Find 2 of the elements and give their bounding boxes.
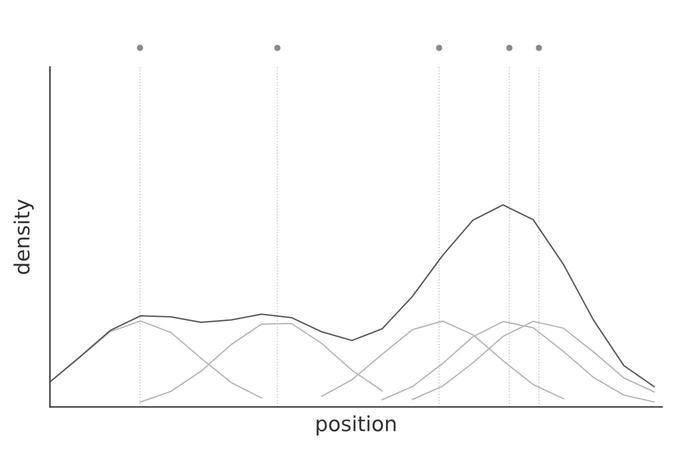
x-axis-title: position xyxy=(316,415,396,436)
y-axis-title: density xyxy=(14,199,34,274)
